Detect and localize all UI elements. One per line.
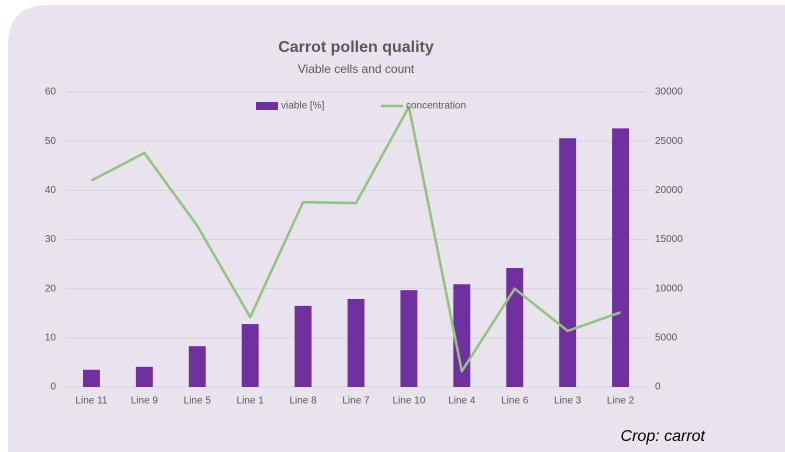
bar [241, 324, 259, 387]
legend-label: concentration [406, 101, 466, 112]
legend-label: viable [%] [281, 101, 325, 112]
y-tick-label: 30 [45, 234, 57, 245]
y-tick-label: 10 [45, 332, 57, 343]
x-tick-label: Line 8 [289, 396, 317, 407]
y2-tick-label: 20000 [655, 185, 683, 196]
chart-subtitle: Viable cells and count [298, 62, 415, 76]
bar [82, 369, 100, 387]
y-tick-label: 50 [45, 136, 57, 147]
bar [559, 138, 577, 387]
bar [135, 366, 153, 387]
x-tick-label: Line 3 [554, 396, 582, 407]
x-tick-label: Line 2 [607, 396, 635, 407]
x-tick-label: Line 7 [342, 396, 370, 407]
bar [188, 346, 206, 387]
legend-swatch [256, 102, 278, 110]
y2-tick-label: 0 [655, 382, 661, 393]
y-tick-label: 40 [45, 185, 57, 196]
bar [294, 305, 312, 387]
bar [453, 284, 471, 387]
x-tick-label: Line 1 [237, 396, 265, 407]
y2-tick-label: 25000 [655, 136, 683, 147]
y2-tick-label: 15000 [655, 234, 683, 245]
x-tick-label: Line 6 [501, 396, 529, 407]
bar [612, 128, 630, 387]
line [90, 105, 621, 373]
y-tick-label: 0 [50, 382, 56, 393]
chart-title: Carrot pollen quality [278, 39, 434, 56]
x-tick-label: Line 4 [448, 396, 476, 407]
y2-tick-label: 30000 [655, 87, 683, 98]
y2-tick-label: 10000 [655, 283, 683, 294]
x-tick-label: Line 11 [75, 396, 108, 407]
panel [8, 5, 785, 452]
x-tick-label: Line 10 [393, 396, 426, 407]
bar [506, 268, 524, 387]
x-tick-label: Line 9 [131, 396, 159, 407]
y-tick-label: 60 [45, 87, 57, 98]
annotation: Crop: carrot [621, 428, 706, 445]
y-tick-label: 20 [45, 283, 57, 294]
bar [347, 298, 365, 387]
bar [400, 290, 418, 387]
y2-tick-label: 5000 [655, 332, 678, 343]
x-tick-label: Line 5 [184, 396, 212, 407]
